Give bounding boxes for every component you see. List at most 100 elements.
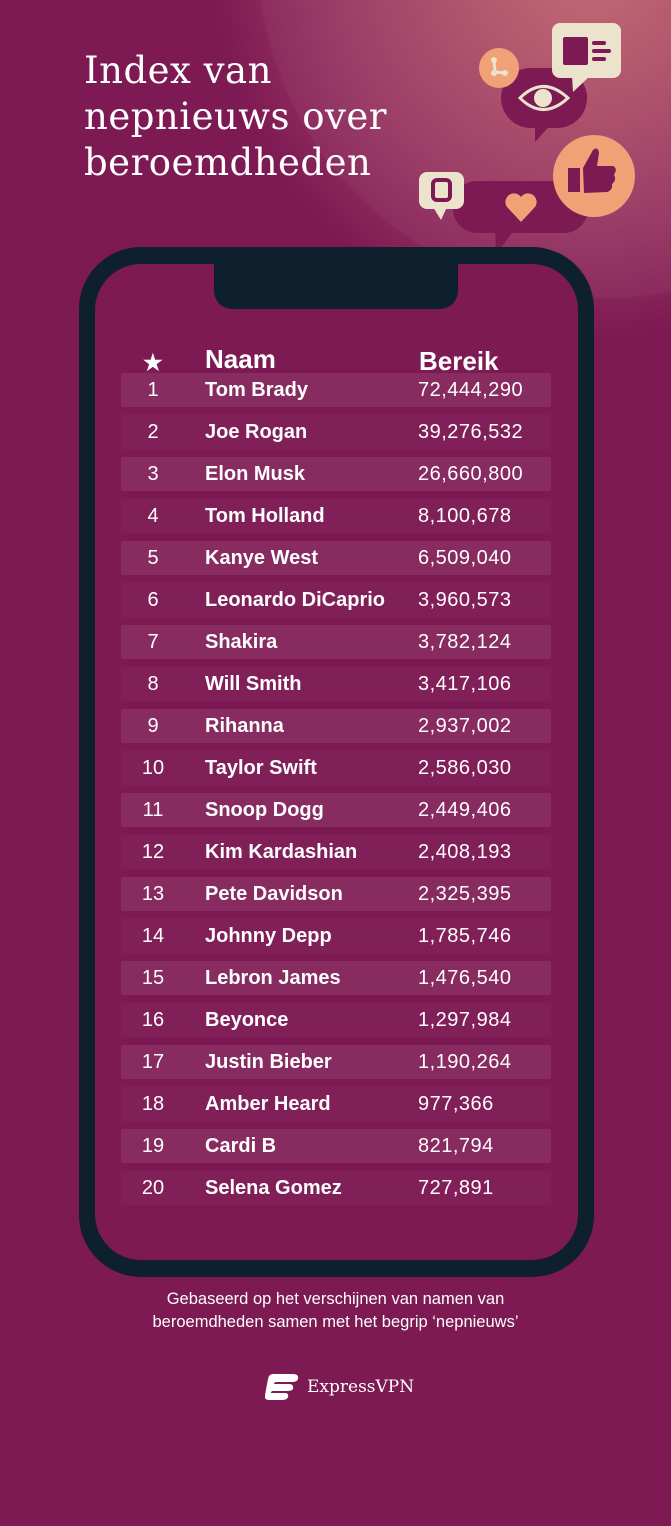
rank-cell: 14 (141, 925, 165, 947)
table-row: 16 Beyonce 1,297,984 (121, 1003, 551, 1037)
name-cell: Johnny Depp (205, 925, 332, 947)
star-icon: ★ (143, 350, 163, 375)
rank-cell: 7 (147, 631, 159, 653)
name-cell: Taylor Swift (205, 757, 317, 779)
name-cell: Shakira (205, 631, 278, 653)
reach-cell: 2,586,030 (418, 757, 512, 779)
table-row: 3 Elon Musk 26,660,800 (121, 457, 551, 491)
rank-cell: 13 (141, 883, 165, 905)
reach-cell: 8,100,678 (418, 505, 512, 527)
rank-cell: 11 (142, 799, 164, 821)
name-cell: Kim Kardashian (205, 841, 358, 863)
table-row: 4 Tom Holland 8,100,678 (121, 499, 551, 533)
reach-cell: 1,297,984 (418, 1009, 512, 1031)
name-cell: Joe Rogan (205, 421, 308, 443)
expressvpn-logo: ExpressVPN (265, 1374, 414, 1400)
reach-cell: 1,785,746 (418, 925, 512, 947)
table-row: 5 Kanye West 6,509,040 (121, 541, 551, 575)
name-cell: Elon Musk (205, 463, 306, 485)
share-icon (479, 48, 519, 88)
reach-cell: 3,417,106 (418, 673, 512, 695)
table-row: 2 Joe Rogan 39,276,532 (121, 415, 551, 449)
rank-cell: 19 (141, 1135, 165, 1157)
footnote: Gebaseerd op het verschijnen van namen v… (0, 1288, 671, 1334)
column-header-name: Naam (205, 344, 276, 374)
brand-name: ExpressVPN (307, 1377, 415, 1397)
table-row: 19 Cardi B 821,794 (121, 1129, 551, 1163)
table-row: 7 Shakira 3,782,124 (121, 625, 551, 659)
column-header-reach: Bereik (419, 346, 499, 376)
name-cell: Cardi B (205, 1135, 277, 1157)
reach-cell: 2,449,406 (418, 799, 512, 821)
name-cell: Tom Brady (205, 379, 308, 401)
name-cell: Beyonce (205, 1009, 289, 1031)
reach-cell: 6,509,040 (418, 547, 512, 569)
heart-icon (505, 193, 537, 222)
rank-cell: 3 (147, 463, 159, 485)
reach-cell: 3,782,124 (418, 631, 512, 653)
table-row: 20 Selena Gomez 727,891 (121, 1171, 551, 1205)
table-row: 15 Lebron James 1,476,540 (121, 961, 551, 995)
reach-cell: 727,891 (418, 1177, 494, 1199)
reach-cell: 1,190,264 (418, 1051, 512, 1073)
rank-cell: 6 (147, 589, 159, 611)
reach-cell: 2,325,395 (418, 883, 512, 905)
ranking-table: 1 Tom Brady 72,444,290 2 Joe Rogan 39,276,532… (121, 373, 551, 1213)
rank-cell: 5 (147, 547, 159, 569)
name-cell: Kanye West (205, 547, 319, 569)
page-title: Index van nepnieuws over beroemdheden (84, 48, 387, 186)
rank-cell: 16 (141, 1009, 165, 1031)
rank-cell: 8 (147, 673, 159, 695)
rank-cell: 18 (141, 1093, 165, 1115)
rank-cell: 12 (141, 841, 165, 863)
thumbs-up-icon (553, 135, 635, 217)
name-cell: Selena Gomez (205, 1177, 342, 1199)
name-cell: Snoop Dogg (205, 799, 324, 821)
reach-cell: 2,937,002 (418, 715, 512, 737)
expressvpn-logo-icon (265, 1374, 299, 1400)
rank-cell: 15 (141, 967, 165, 989)
rank-cell: 4 (147, 505, 159, 527)
table-row: 8 Will Smith 3,417,106 (121, 667, 551, 701)
table-row: 10 Taylor Swift 2,586,030 (121, 751, 551, 785)
title-line: Index van (84, 49, 272, 92)
title-line: nepnieuws over (84, 95, 387, 138)
table-row: 1 Tom Brady 72,444,290 (121, 373, 551, 407)
table-row: 12 Kim Kardashian 2,408,193 (121, 835, 551, 869)
rank-cell: 10 (141, 757, 165, 779)
footnote-line: Gebaseerd op het verschijnen van namen v… (166, 1290, 505, 1308)
rank-cell: 1 (147, 379, 159, 401)
table-row: 11 Snoop Dogg 2,449,406 (121, 793, 551, 827)
phone-screen: ★ Naam Bereik 1 Tom Brady 72,444,290 2 Joe R… (95, 264, 578, 1260)
name-cell: Pete Davidson (205, 883, 343, 905)
name-cell: Will Smith (205, 673, 302, 695)
reach-cell: 2,408,193 (418, 841, 512, 863)
table-row: 14 Johnny Depp 1,785,746 (121, 919, 551, 953)
name-cell: Amber Heard (205, 1093, 331, 1115)
retweet-icon (419, 172, 464, 220)
name-cell: Lebron James (205, 967, 341, 989)
rank-cell: 20 (141, 1177, 165, 1199)
rank-cell: 17 (141, 1051, 165, 1073)
table-row: 17 Justin Bieber 1,190,264 (121, 1045, 551, 1079)
reach-cell: 821,794 (418, 1135, 494, 1157)
reach-cell: 39,276,532 (418, 421, 524, 443)
name-cell: Tom Holland (205, 505, 325, 527)
rank-cell: 9 (147, 715, 159, 737)
name-cell: Rihanna (205, 715, 284, 737)
phone-notch (214, 264, 458, 309)
reach-cell: 3,960,573 (418, 589, 512, 611)
reach-cell: 977,366 (418, 1093, 494, 1115)
eye-bubble (501, 68, 587, 142)
footnote-line: beroemdheden samen met het begrip ‘nepni… (152, 1313, 519, 1331)
rank-cell: 2 (147, 421, 159, 443)
reach-cell: 26,660,800 (418, 463, 524, 485)
table-row: 6 Leonardo DiCaprio 3,960,573 (121, 583, 551, 617)
reach-cell: 72,444,290 (418, 379, 524, 401)
table-row: 9 Rihanna 2,937,002 (121, 709, 551, 743)
social-icons-illustration (419, 23, 635, 255)
reach-cell: 1,476,540 (418, 967, 512, 989)
table-row: 18 Amber Heard 977,366 (121, 1087, 551, 1121)
table-row: 13 Pete Davidson 2,325,395 (121, 877, 551, 911)
name-cell: Leonardo DiCaprio (205, 589, 386, 611)
